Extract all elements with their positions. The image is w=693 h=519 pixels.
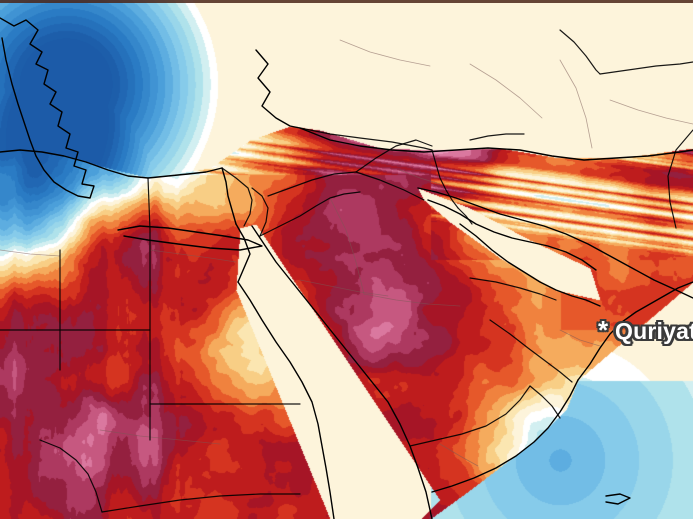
city-label-quriyat[interactable]: Quriyat xyxy=(615,318,693,344)
city-marker-icon: * xyxy=(598,315,609,345)
map-top-border xyxy=(0,0,693,3)
